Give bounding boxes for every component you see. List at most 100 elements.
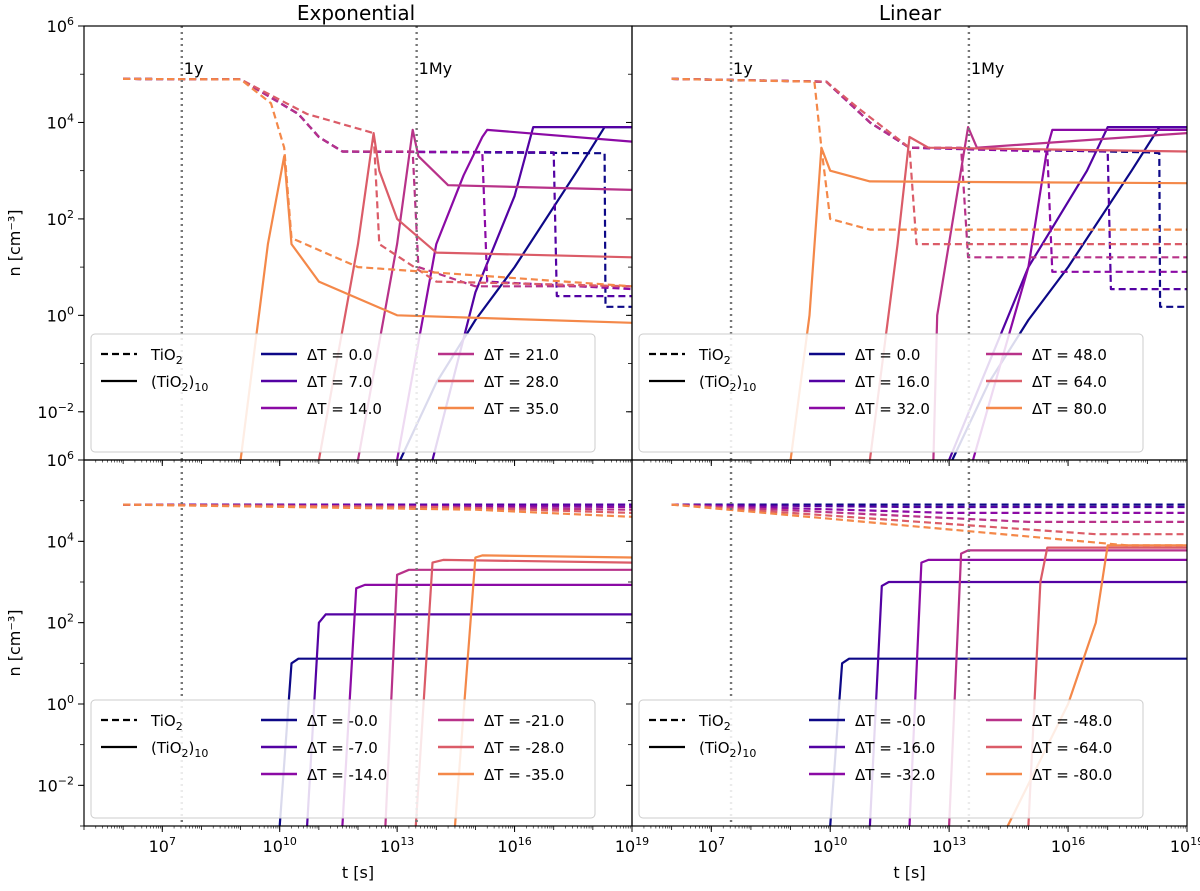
legend-series-label: ΔT = 64.0 (1032, 373, 1107, 391)
x-tick-label: 1010 (263, 835, 297, 856)
legend-series-label: ΔT = 7.0 (307, 373, 372, 391)
axes-frame (631, 459, 1188, 827)
legend-dashed-label: TiO2 (150, 346, 183, 367)
x-tick-exponent: 10 (833, 835, 847, 848)
legend-subscript: 2 (182, 747, 189, 760)
legend-subscript: 2 (730, 747, 737, 760)
series-solid-line (971, 128, 1187, 460)
x-tick-exponent: 13 (400, 835, 414, 848)
legend-series-label: ΔT = -48.0 (1032, 712, 1112, 730)
series-solid-line (414, 558, 632, 826)
legend-box (90, 333, 596, 453)
series-solid-line (317, 132, 632, 460)
series-solid-line (948, 125, 1187, 460)
legend-series-label: ΔT = -21.0 (484, 712, 564, 730)
legend-subscript: 10 (194, 381, 208, 394)
legend: TiO2 (TiO2)10 ΔT = 0.0 ΔT = 7.0 ΔT = 14.0 ΔT … (90, 333, 596, 453)
series-dashed-line (123, 77, 632, 291)
x-tick-label: 107 (149, 835, 176, 856)
legend-series-label: ΔT = 32.0 (855, 400, 930, 418)
x-axis-label: t [s] (893, 863, 925, 882)
series-dashed-line (123, 503, 632, 518)
legend-series-label: ΔT = 16.0 (855, 373, 930, 391)
legend-subscript: 10 (742, 381, 756, 394)
y-tick-label: 102 (47, 208, 74, 229)
y-tick-label: 104 (47, 111, 74, 132)
series-solid-line (868, 135, 1187, 460)
series-dashed-line (671, 77, 1187, 231)
y-tick-exponent: −2 (58, 401, 74, 414)
y-tick-exponent: 0 (67, 693, 74, 706)
series-solid-line (356, 128, 632, 460)
legend-series-label: ΔT = 80.0 (1032, 400, 1107, 418)
series-solid-line (396, 128, 632, 460)
y-tick-exponent: 2 (67, 208, 74, 221)
legend-solid-label: (TiO2)10 (151, 373, 208, 394)
legend-dashed-label: TiO2 (698, 346, 731, 367)
series-dashed-line (671, 503, 1187, 524)
legend-box (638, 699, 1144, 819)
legend-series-label: ΔT = -32.0 (855, 766, 935, 784)
legend-subscript: 2 (182, 381, 189, 394)
legend-suffix: ) (737, 739, 743, 757)
x-tick-exponent: 16 (1071, 835, 1085, 848)
x-tick-label: 1019 (615, 835, 649, 856)
legend-solid-label: (TiO2)10 (699, 373, 756, 394)
y-tick-label: 104 (47, 530, 74, 551)
legend: TiO2 (TiO2)10 ΔT = 0.0 ΔT = 16.0 ΔT = 32.0 ΔT… (638, 333, 1144, 453)
y-tick-exponent: 6 (67, 15, 74, 28)
x-tick-label: 1016 (1051, 835, 1085, 856)
y-axis-label: n [cm⁻³] (5, 610, 24, 677)
legend-subscript: 10 (194, 747, 208, 760)
series-dashed-line (671, 503, 1187, 547)
y-tick-exponent: 0 (67, 304, 74, 317)
panel-top-right: 1y 1My TiO2 (TiO2)10 ΔT = 0.0 ΔT = 16.0 ΔT = 3… (626, 25, 1188, 466)
legend: TiO2 (TiO2)10 ΔT = -0.0 ΔT = -7.0 ΔT = -14.0… (90, 699, 596, 819)
legend-subscript: 2 (176, 354, 183, 367)
series-dashed-line (123, 77, 632, 288)
series-solid-line (239, 155, 632, 460)
y-tick-exponent: 4 (67, 530, 74, 543)
legend-dashed-label: TiO2 (698, 712, 731, 733)
series-dashed-line (671, 503, 1187, 509)
legend-solid-label: (TiO2)10 (151, 739, 208, 760)
marker-label: 1My (419, 59, 452, 78)
legend-subscript: 10 (742, 747, 756, 760)
y-tick-label: 106 (47, 449, 74, 470)
series-dashed-line (671, 503, 1187, 536)
legend-series-label: ΔT = -64.0 (1032, 739, 1112, 757)
marker-label: 1y (733, 59, 753, 78)
legend-subscript: 2 (176, 720, 183, 733)
y-tick-exponent: 6 (67, 449, 74, 462)
y-tick-label: 10−2 (37, 401, 74, 422)
series-dashed-line (671, 503, 1187, 515)
legend: TiO2 (TiO2)10 ΔT = -0.0 ΔT = -16.0 ΔT = -32.… (638, 699, 1144, 819)
legend-subscript: 2 (730, 381, 737, 394)
y-tick-exponent: 4 (67, 111, 74, 124)
column-title-linear: Linear (879, 1, 942, 25)
x-tick-exponent: 13 (952, 835, 966, 848)
legend-series-label: ΔT = 14.0 (307, 400, 382, 418)
y-tick-exponent: −2 (58, 774, 74, 787)
legend-series-label: ΔT = 28.0 (484, 373, 559, 391)
marker-label: 1y (184, 59, 204, 78)
x-tick-label: 1010 (813, 835, 847, 856)
x-tick-exponent: 7 (169, 835, 176, 848)
x-axis-label: t [s] (342, 863, 374, 882)
legend-series-label: ΔT = -0.0 (307, 712, 378, 730)
x-tick-label: 107 (698, 835, 725, 856)
y-tick-exponent: 2 (67, 612, 74, 625)
x-tick-exponent: 16 (518, 835, 532, 848)
x-tick-exponent: 7 (718, 835, 725, 848)
legend-series-label: ΔT = 0.0 (307, 346, 372, 364)
series-dashed-line (123, 77, 632, 288)
series-solid-line (908, 558, 1187, 826)
series-dashed-line (123, 77, 632, 298)
legend-series-label: ΔT = -14.0 (307, 766, 387, 784)
legend-series-label: ΔT = 48.0 (1032, 346, 1107, 364)
